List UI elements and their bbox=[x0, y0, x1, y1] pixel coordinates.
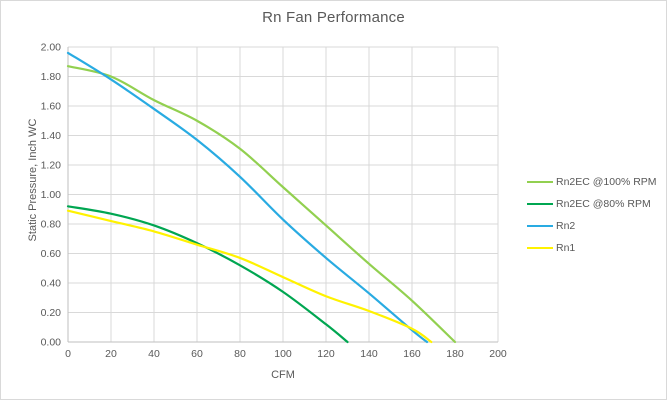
legend-label: Rn2EC @80% RPM bbox=[556, 198, 651, 210]
y-axis-title: Static Pressure, Inch WC bbox=[27, 118, 39, 242]
x-tick-label: 20 bbox=[105, 348, 117, 360]
y-tick-label: 1.60 bbox=[41, 101, 62, 113]
series-line-rn1 bbox=[66, 209, 433, 344]
legend-swatch bbox=[527, 181, 553, 183]
x-tick-label: 40 bbox=[148, 348, 160, 360]
y-tick-label: 1.40 bbox=[41, 130, 62, 142]
legend-swatch bbox=[527, 247, 553, 249]
y-tick-label: 1.80 bbox=[41, 71, 62, 83]
legend-label: Rn2 bbox=[556, 220, 576, 232]
y-tick-label: 0.40 bbox=[41, 278, 62, 290]
legend-label: Rn1 bbox=[556, 242, 576, 254]
series-line-rn2ec-80-rpm bbox=[66, 205, 349, 344]
x-tick-label: 180 bbox=[446, 348, 464, 360]
y-tick-label: 2.00 bbox=[41, 42, 62, 54]
legend-item: Rn2EC @100% RPM bbox=[527, 171, 657, 193]
y-tick-label: 1.20 bbox=[41, 160, 62, 172]
series-line-rn2ec-100-rpm bbox=[66, 65, 457, 344]
y-tick-label: 1.00 bbox=[41, 189, 62, 201]
legend: Rn2EC @100% RPM Rn2EC @80% RPM Rn2 Rn1 bbox=[527, 171, 657, 259]
y-tick-label: 0.00 bbox=[41, 337, 62, 349]
legend-swatch bbox=[527, 203, 553, 205]
x-tick-label: 200 bbox=[489, 348, 507, 360]
x-tick-label: 100 bbox=[274, 348, 292, 360]
x-tick-label: 80 bbox=[234, 348, 246, 360]
y-tick-label: 0.60 bbox=[41, 248, 62, 260]
x-tick-label: 120 bbox=[317, 348, 335, 360]
y-tick-label: 0.80 bbox=[41, 219, 62, 231]
legend-item: Rn2EC @80% RPM bbox=[527, 193, 657, 215]
chart-title: Rn Fan Performance bbox=[262, 9, 405, 26]
x-tick-label: 160 bbox=[403, 348, 421, 360]
legend-item: Rn1 bbox=[527, 237, 657, 259]
x-tick-label: 0 bbox=[65, 348, 71, 360]
legend-item: Rn2 bbox=[527, 215, 657, 237]
legend-swatch bbox=[527, 225, 553, 227]
x-axis-title: CFM bbox=[271, 369, 295, 381]
y-tick-label: 0.20 bbox=[41, 307, 62, 319]
series-line-rn2 bbox=[66, 51, 429, 344]
x-tick-label: 140 bbox=[360, 348, 378, 360]
legend-label: Rn2EC @100% RPM bbox=[556, 176, 657, 188]
x-tick-label: 60 bbox=[191, 348, 203, 360]
